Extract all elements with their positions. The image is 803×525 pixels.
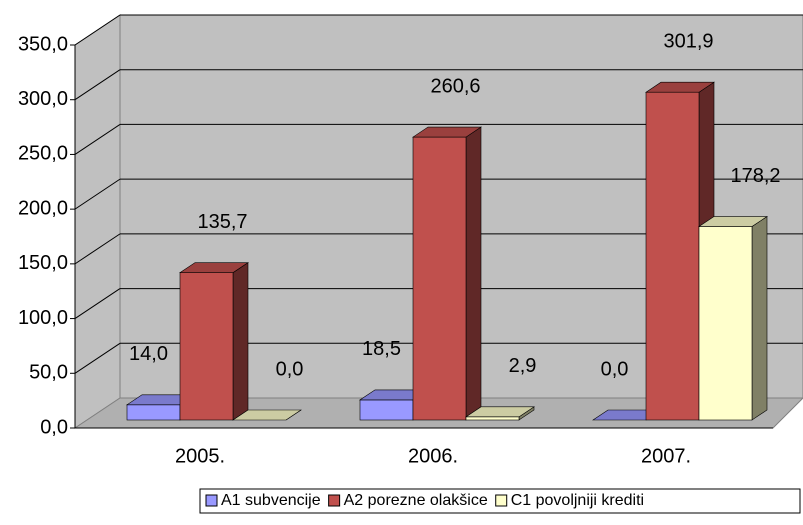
legend-swatch [495, 494, 508, 507]
data-label: 0,0 [601, 358, 629, 380]
bar-top [465, 406, 535, 418]
grid-line [74, 288, 121, 319]
grid-line [74, 342, 121, 374]
bar [698, 226, 753, 421]
grid-line [74, 69, 121, 101]
bar [465, 416, 520, 421]
data-label: 260,6 [430, 75, 480, 97]
y-tick-label: 250,0 [18, 143, 68, 165]
grid-line [74, 124, 121, 155]
x-tick-label: 2006. [408, 445, 458, 467]
bar [412, 136, 467, 421]
x-tick-label: 2005. [175, 445, 225, 467]
bar-top [412, 126, 482, 138]
grid-line [74, 178, 121, 210]
bar [359, 399, 414, 421]
data-label: 2,9 [509, 355, 537, 377]
bar-top [179, 262, 249, 273]
legend-label: A1 subvencije [221, 492, 321, 509]
bar-side [751, 215, 768, 421]
data-label: 178,2 [730, 165, 780, 187]
y-tick-label: 100,0 [18, 307, 68, 329]
bar-top [232, 409, 302, 421]
legend-swatch [328, 494, 341, 507]
legend-swatch [205, 494, 218, 507]
data-label: 14,0 [129, 343, 168, 365]
bar [645, 91, 700, 421]
legend-label: C1 povoljniji krediti [511, 492, 644, 509]
side-wall [74, 14, 121, 429]
y-tick-label: 200,0 [18, 197, 68, 219]
grid-line [74, 233, 121, 265]
bar-side [465, 126, 482, 421]
y-tick-label: 150,0 [18, 252, 68, 274]
bar-top [645, 81, 715, 93]
data-label: 135,7 [197, 211, 247, 233]
y-tick-label: 350,0 [18, 33, 68, 55]
data-label: 301,9 [663, 31, 713, 53]
y-tick-label: 300,0 [18, 88, 68, 110]
bar [126, 404, 181, 421]
bar [179, 272, 234, 421]
y-tick-label: 0,0 [40, 416, 68, 438]
data-label: 0,0 [276, 358, 304, 380]
bar-top [698, 216, 768, 227]
x-tick-label: 2007. [641, 445, 691, 467]
bar-side [232, 262, 249, 421]
data-label: 18,5 [362, 338, 401, 360]
grid-line [74, 14, 121, 46]
legend-label: A2 porezne olakšice [344, 492, 488, 509]
y-tick-label: 50,0 [29, 362, 68, 384]
